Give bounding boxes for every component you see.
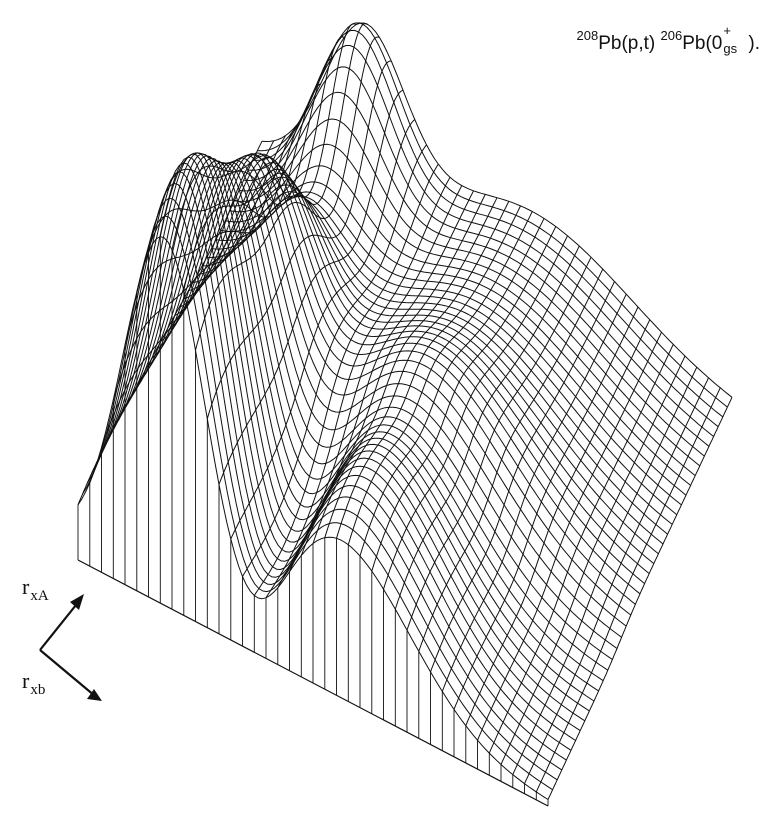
- mesh-line-v-37: [248, 45, 719, 428]
- mesh-line-v-18: [160, 154, 632, 616]
- axis-label-rxA: rxA: [22, 574, 49, 604]
- mesh-lines: [77, 22, 733, 800]
- mesh-line-v-19: [165, 153, 636, 605]
- state-parity: +: [723, 23, 731, 38]
- mesh-line-v-16: [151, 160, 622, 638]
- mesh-line-v-17: [155, 157, 627, 627]
- mesh-line-v-38: [252, 29, 724, 418]
- mesh-line-v-32: [225, 165, 696, 476]
- residual-mass-number: 206: [660, 28, 683, 43]
- mesh-line-u-24: [359, 218, 545, 557]
- front-drop-lines: [77, 236, 549, 807]
- axis-arrowhead-xb: [87, 689, 102, 701]
- axis-label-rxA-subscript: xA: [30, 588, 49, 604]
- mesh-line-u-39: [535, 387, 721, 793]
- axis-label-rxb-symbol: r: [22, 668, 30, 693]
- mesh-line-v-8: [114, 152, 586, 722]
- residual-symbol: Pb: [682, 33, 706, 54]
- mesh-line-v-29: [211, 195, 682, 506]
- axis-arrows: [39, 594, 102, 701]
- mesh-line-v-22: [178, 156, 650, 574]
- mesh-line-v-12: [132, 160, 604, 682]
- mesh-line-v-35: [238, 91, 710, 447]
- state-open: (0: [705, 33, 723, 54]
- mesh-line-v-11: [128, 157, 599, 692]
- mesh-line-v-34: [234, 118, 705, 457]
- mesh-line-v-36: [243, 66, 714, 437]
- mesh-line-v-10: [123, 155, 595, 702]
- mesh-line-u-33: [465, 319, 651, 726]
- mesh-line-v-31: [220, 181, 691, 486]
- mesh-line-v-23: [183, 162, 655, 564]
- mesh-line-v-33: [229, 143, 701, 467]
- front-base-line: [77, 559, 549, 807]
- mesh-line-v-20: [169, 152, 641, 595]
- target-mass-number: 208: [576, 28, 599, 43]
- mesh-line-v-6: [105, 156, 576, 741]
- mesh-line-v-21: [174, 153, 645, 584]
- axis-label-rxA-symbol: r: [22, 574, 30, 599]
- mesh-line-v-7: [109, 153, 581, 732]
- mesh-line-u-27: [394, 245, 580, 610]
- reaction-label: (p,t): [621, 33, 656, 54]
- axis-label-rxb: rxb: [22, 668, 45, 698]
- mesh-line-v-39: [257, 22, 728, 408]
- mesh-line-u-25: [371, 226, 557, 572]
- mesh-line-u-37: [512, 366, 698, 775]
- mesh-line-v-26: [197, 184, 668, 535]
- mesh-line-v-28: [206, 195, 678, 516]
- mesh-line-v-9: [118, 153, 590, 712]
- state-close: ).: [748, 33, 760, 54]
- target-symbol: Pb: [598, 33, 622, 54]
- plot-title: 208Pb(p,t) 206Pb(0 + gs).: [576, 23, 760, 56]
- mesh-line-v-13: [137, 161, 609, 671]
- mesh-line-v-24: [188, 168, 659, 555]
- mesh-line-v-14: [142, 162, 613, 660]
- mesh-line-u-35: [488, 344, 674, 754]
- mesh-line-v-25: [192, 176, 664, 545]
- axis-label-rxb-subscript: xb: [30, 682, 46, 698]
- axis-arrow-xa: [39, 599, 81, 651]
- mesh-line-v-40: [261, 22, 733, 398]
- axis-arrowhead-xa: [70, 594, 84, 610]
- mesh-line-v-30: [215, 191, 687, 496]
- mesh-line-v-15: [146, 161, 618, 649]
- state-ground: gs: [723, 41, 738, 56]
- mesh-line-u-31: [441, 293, 627, 692]
- mesh-line-v-5: [100, 162, 572, 751]
- mesh-line-u-20: [312, 197, 498, 544]
- axis-arrow-xb: [39, 649, 96, 697]
- mesh-line-u-6: [148, 58, 333, 253]
